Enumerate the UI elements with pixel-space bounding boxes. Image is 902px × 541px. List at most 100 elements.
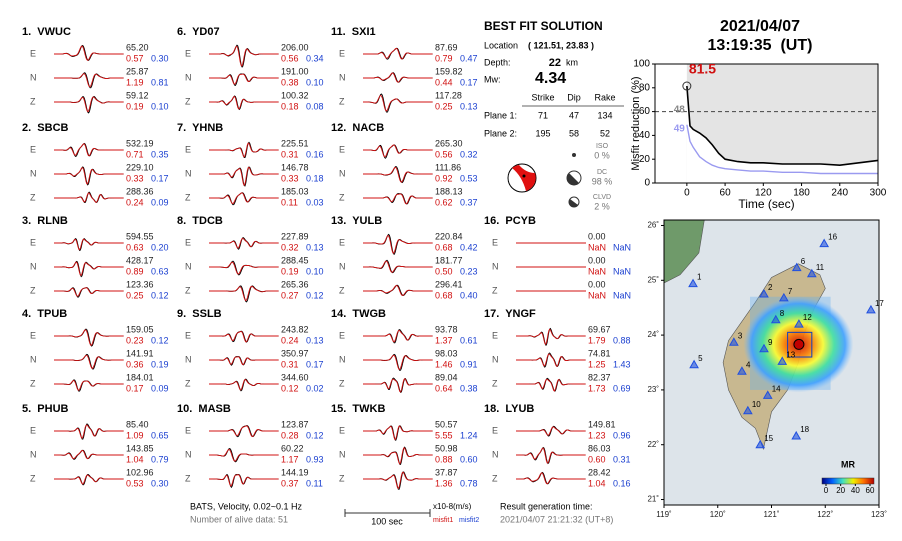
misfit1-key: misfit1 — [433, 517, 453, 524]
component: Z — [185, 96, 191, 106]
mw: 4.34 — [535, 70, 566, 87]
waveform-synthetic — [209, 285, 279, 302]
amplitude: 82.37 — [588, 372, 611, 382]
waveform-synthetic — [363, 329, 433, 343]
misfit1: 0.44 — [435, 77, 453, 87]
amplitude: 143.85 — [126, 443, 154, 453]
component: Z — [30, 473, 36, 483]
plane-value: 134 — [597, 110, 612, 120]
component-value: 2 % — [594, 201, 610, 211]
misfit2: NaN — [613, 290, 631, 300]
y-tick-label: 22˚ — [647, 440, 659, 449]
generation-label: Result generation time: — [500, 501, 593, 511]
waveform-synthetic — [209, 330, 279, 343]
station-label: 3. RLNB — [22, 215, 68, 227]
component: N — [30, 72, 37, 82]
component: E — [492, 237, 498, 247]
station-number: 7 — [788, 287, 793, 296]
amplitude: 74.81 — [588, 348, 611, 358]
station-label: 12. NACB — [331, 122, 384, 134]
depth-unit: km — [566, 57, 578, 67]
waveform-synthetic — [209, 448, 279, 462]
waveform-synthetic — [363, 425, 433, 441]
waveform-synthetic — [363, 48, 433, 60]
misfit2: 0.60 — [460, 454, 478, 464]
amplitude: 85.40 — [126, 419, 149, 429]
misfit1: 0.56 — [435, 149, 453, 159]
waveform-synthetic — [209, 192, 279, 205]
x-tick-label: 300 — [870, 188, 887, 199]
station-label: 10. MASB — [177, 403, 231, 415]
misfit2: 0.10 — [306, 266, 324, 276]
station-marker — [779, 292, 789, 302]
component-label: CLVD — [593, 194, 611, 201]
station-label: 7. YHNB — [177, 122, 223, 134]
misfit1: 0.31 — [281, 149, 299, 159]
alive-count: Number of alive data: 51 — [190, 514, 288, 524]
amplitude: 50.98 — [435, 443, 458, 453]
misfit2: 0.20 — [151, 242, 169, 252]
misfit2: 0.79 — [151, 454, 169, 464]
station-number: 16 — [828, 233, 837, 242]
amplitude: 191.00 — [281, 66, 309, 76]
waveform-synthetic — [363, 285, 433, 296]
waveform-synthetic — [54, 143, 124, 157]
misfit1: 0.28 — [281, 430, 299, 440]
y-tick-label: 24˚ — [647, 330, 659, 339]
colorbar-title: MR — [841, 459, 855, 469]
station-marker — [762, 390, 773, 399]
misfit2: 0.81 — [151, 77, 169, 87]
data-info: BATS, Velocity, 0.02~0.1 Hz — [190, 501, 302, 511]
amplitude: 37.87 — [435, 467, 458, 477]
event-date: 2021/04/07 — [720, 18, 800, 35]
misfit1: 0.33 — [281, 173, 299, 183]
misfit2: 0.42 — [460, 242, 478, 252]
waveform-synthetic — [516, 328, 586, 346]
waveform-synthetic — [516, 447, 586, 464]
plane-value: 47 — [569, 110, 579, 120]
misfit2: 0.32 — [460, 149, 478, 159]
waveform-synthetic — [363, 235, 433, 254]
colorbar-tick-label: 20 — [836, 486, 845, 495]
station-number: 9 — [768, 338, 773, 347]
misfit2: 0.13 — [460, 101, 478, 111]
amplitude: 344.60 — [281, 372, 309, 382]
station-label: 8. TDCB — [177, 215, 223, 227]
misfit2: 0.35 — [151, 149, 169, 159]
waveform-synthetic — [209, 425, 279, 438]
colorbar-tick-label: 60 — [866, 486, 875, 495]
misfit2: 1.24 — [460, 430, 478, 440]
component: N — [339, 354, 346, 364]
misfit2: 0.09 — [151, 383, 169, 393]
waveform-synthetic — [54, 287, 124, 297]
colorbar — [821, 477, 875, 485]
y-tick-label: 60 — [639, 106, 651, 117]
x-tick-label: 0 — [684, 188, 690, 199]
station-marker — [806, 268, 817, 278]
station-marker — [770, 314, 781, 324]
annotation: 81.5 — [689, 61, 716, 77]
station-marker — [755, 439, 766, 449]
y-axis-label: Misfit reduction (%) — [630, 76, 642, 170]
amplitude: 86.03 — [588, 443, 611, 453]
station-marker — [737, 366, 747, 375]
misfit1: 0.62 — [435, 197, 453, 207]
misfit1: 0.68 — [435, 242, 453, 252]
component: Z — [185, 473, 191, 483]
beachball-lobe — [512, 165, 536, 191]
component: E — [30, 48, 36, 58]
station-marker — [688, 278, 698, 288]
component: E — [339, 237, 345, 247]
misfit2: 0.11 — [306, 478, 323, 488]
misfit1: 1.37 — [435, 335, 453, 345]
amplitude: 265.30 — [435, 138, 463, 148]
misfit2: 0.31 — [613, 454, 631, 464]
station-marker — [791, 262, 802, 272]
misfit2: 0.47 — [460, 53, 478, 63]
y-tick-label: 25˚ — [647, 275, 659, 284]
column-header: Dip — [567, 92, 581, 102]
clvd-icon-fill — [569, 199, 578, 207]
station-marker — [819, 238, 830, 248]
plane-value: 195 — [535, 128, 550, 138]
